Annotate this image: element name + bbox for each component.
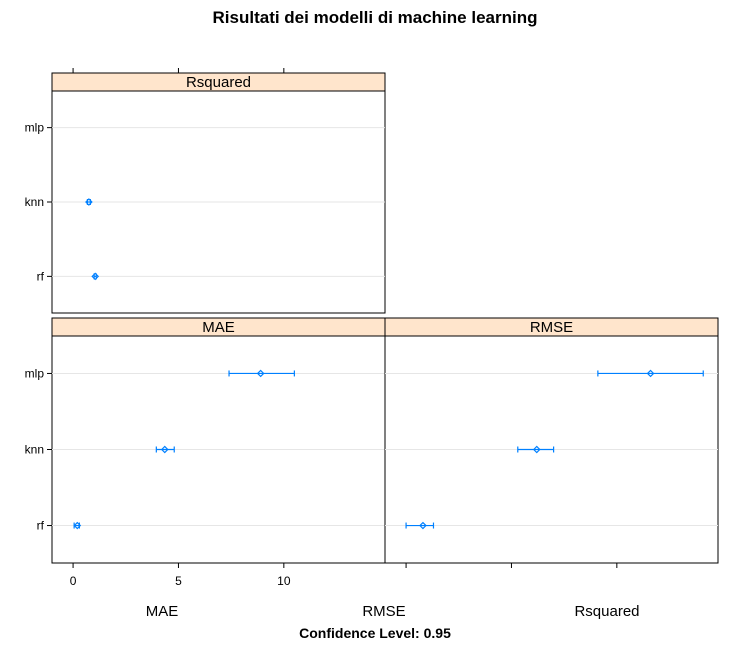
point-rsquared-knn (85, 198, 93, 206)
axis-name-rmse: RMSE (362, 603, 405, 620)
confidence-level-label: Confidence Level: 0.95 (299, 625, 451, 641)
panels: Rsquared mlp knn rf MAE mlp knn rf RMSE (25, 72, 719, 564)
strip-label-rsquared: Rsquared (186, 74, 251, 91)
estimate-marker (160, 445, 169, 454)
panel-rsquared: Rsquared mlp knn rf (25, 72, 386, 314)
estimate-marker (256, 369, 265, 378)
x-tick-label-10: 10 (277, 574, 291, 588)
model-label-knn: knn (25, 443, 44, 457)
point-rmse-mlp (597, 369, 704, 378)
model-label-mlp: mlp (25, 366, 45, 380)
estimate-marker (419, 521, 427, 530)
chart-title: Risultati dei modelli di machine learnin… (213, 8, 538, 27)
point-rsquared-rf (91, 272, 100, 281)
model-label-mlp: mlp (25, 121, 45, 135)
strip-label-mae: MAE (202, 319, 235, 336)
panel-rmse: RMSE (384, 317, 719, 564)
strip-label-rmse: RMSE (530, 319, 573, 336)
point-rmse-knn (517, 445, 555, 454)
estimate-marker (646, 369, 655, 378)
axis-name-mae: MAE (146, 603, 179, 620)
model-label-rf: rf (37, 269, 45, 283)
axis-name-rsquared: Rsquared (574, 603, 639, 620)
point-mae-mlp (228, 369, 295, 378)
estimate-marker (73, 521, 82, 530)
x-tick-label-5: 5 (175, 574, 182, 588)
panel-mae: MAE mlp knn rf (25, 317, 386, 564)
estimate-marker (532, 445, 541, 454)
x-axes: 0 5 10 MAE RMSE Rsquared (70, 68, 640, 620)
point-mae-knn (155, 445, 175, 454)
point-rmse-rf (405, 521, 435, 530)
x-tick-label-0: 0 (70, 574, 77, 588)
point-mae-rf (73, 521, 82, 530)
estimate-marker (85, 198, 93, 206)
model-label-rf: rf (37, 519, 45, 533)
estimate-marker (91, 272, 100, 281)
model-label-knn: knn (25, 195, 44, 209)
